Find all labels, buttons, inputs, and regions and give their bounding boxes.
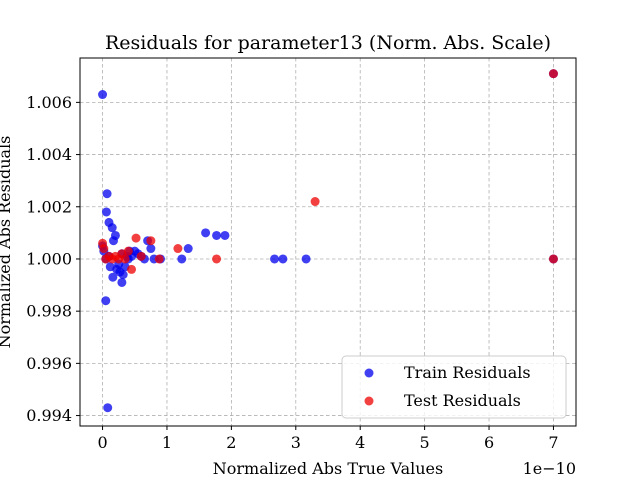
- train-residual-point: [177, 254, 187, 264]
- legend-marker-train: [364, 368, 374, 378]
- y-axis-label: Normalized Abs Residuals: [0, 136, 14, 349]
- test-residual-point: [154, 254, 164, 264]
- legend-box: [341, 355, 567, 419]
- x-tick-label: 2: [226, 433, 236, 452]
- train-residual-point: [278, 254, 288, 264]
- legend-marker-test: [364, 396, 374, 406]
- test-residual-point: [123, 246, 133, 256]
- y-tick-label: 0.998: [26, 302, 72, 321]
- x-tick-label: 1: [162, 433, 172, 452]
- test-residual-point: [310, 197, 320, 207]
- train-residual-point: [107, 223, 117, 233]
- test-residual-point: [548, 69, 558, 79]
- train-residual-point: [146, 244, 156, 254]
- y-tick-label: 1.006: [26, 93, 72, 112]
- x-tick-label: 5: [420, 433, 430, 452]
- train-residual-point: [108, 272, 118, 282]
- train-residual-point: [118, 270, 128, 280]
- train-residual-point: [98, 90, 108, 100]
- legend-label-test: Test Residuals: [404, 391, 521, 410]
- y-tick-label: 1.002: [26, 197, 72, 216]
- train-residual-point: [102, 189, 112, 199]
- train-residual-point: [101, 207, 111, 217]
- train-residual-point: [301, 254, 311, 264]
- train-residual-point: [117, 277, 127, 287]
- plot-frame: [79, 57, 577, 427]
- x-tick-label: 3: [291, 433, 301, 452]
- chart-title: Residuals for parameter13 (Norm. Abs. Sc…: [105, 32, 551, 54]
- x-tick-label: 7: [548, 433, 558, 452]
- x-tick-label: 4: [355, 433, 365, 452]
- train-residual-point: [270, 254, 280, 264]
- y-tick-label: 1.000: [26, 249, 72, 268]
- test-residual-point: [99, 244, 109, 254]
- y-tick-label: 1.004: [26, 145, 72, 164]
- x-axis-label: Normalized Abs True Values: [213, 459, 443, 478]
- test-residual-point: [212, 254, 222, 264]
- test-residual-point: [146, 236, 156, 246]
- y-tick-label: 0.996: [26, 354, 72, 373]
- legend-label-train: Train Residuals: [404, 363, 531, 382]
- test-residual-point: [136, 251, 146, 261]
- test-residual-point: [131, 233, 141, 243]
- y-tick-label: 0.994: [26, 406, 72, 425]
- x-tick-label: 6: [484, 433, 494, 452]
- test-residual-point: [127, 264, 137, 274]
- test-residual-point: [548, 254, 558, 264]
- test-residual-point: [120, 254, 130, 264]
- train-residual-point: [101, 296, 111, 306]
- axis-ticks: 0 1 2 3 4 5 6 7 0.994 0.996 0.998 1.000 1.002 1.004 1.…: [26, 93, 558, 452]
- train-residual-point: [108, 236, 118, 246]
- x-tick-label: 0: [97, 433, 107, 452]
- train-residual-point: [183, 244, 193, 254]
- train-residual-point: [201, 228, 211, 238]
- x-axis-offset-label: 1e−10: [523, 459, 576, 478]
- data-points: [98, 69, 558, 413]
- legend: Train Residuals Test Residuals: [341, 355, 567, 419]
- train-residual-point: [212, 230, 222, 240]
- test-residual-point: [173, 244, 183, 254]
- train-residual-point: [220, 230, 230, 240]
- train-residual-point: [103, 403, 113, 413]
